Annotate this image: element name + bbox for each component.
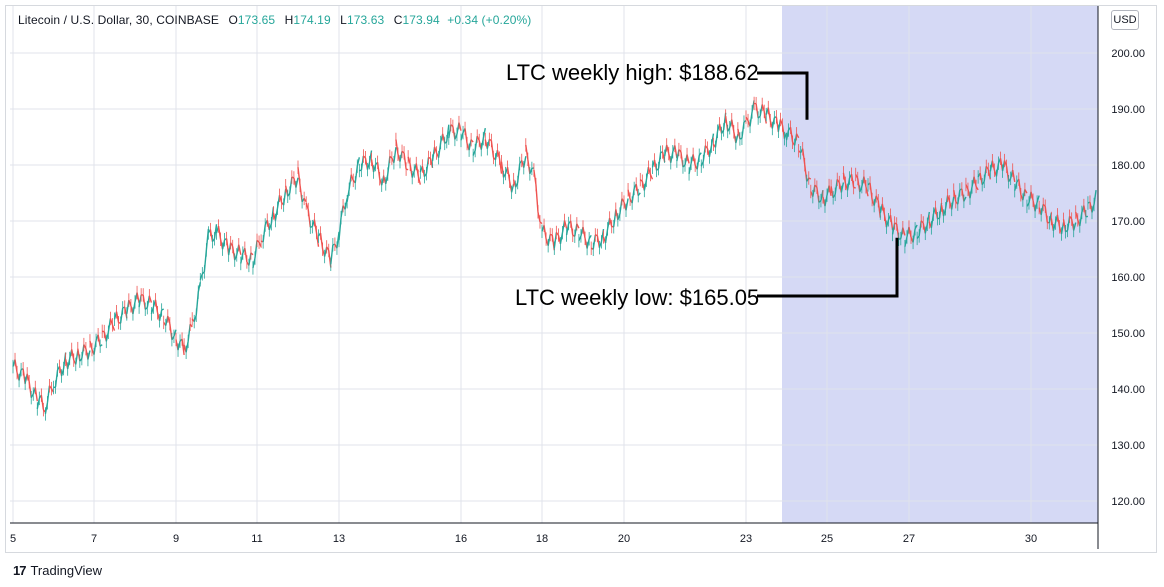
open-value: 173.65 (237, 13, 276, 27)
weekly-low-annotation: LTC weekly low: $165.05 (515, 285, 760, 310)
weekly-high-annotation: LTC weekly high: $188.62 (506, 60, 759, 85)
time-tick-label: 18 (536, 533, 548, 545)
high-label: H (284, 13, 294, 27)
tradingview-name: TradingView (30, 562, 103, 578)
time-tick-label: 23 (740, 533, 752, 545)
price-tick-label: 130.00 (1111, 440, 1145, 452)
weekly-high-leader (757, 71, 809, 120)
symbol-header: Litecoin / U.S. Dollar, 30, COINBASE O17… (18, 13, 531, 27)
price-tick-label: 170.00 (1111, 216, 1145, 228)
price-tick-label: 150.00 (1111, 328, 1145, 340)
high-value: 174.19 (293, 13, 331, 27)
weekly-low-leader (757, 237, 899, 298)
price-tick-label: 190.00 (1111, 104, 1145, 116)
price-tick-label: 140.00 (1111, 384, 1145, 396)
close-label: C (393, 13, 403, 27)
highlight-region (782, 6, 1098, 523)
time-tick-label: 7 (91, 533, 97, 545)
low-label: L (340, 13, 347, 27)
change-value: +0.34 (+0.20%) (447, 13, 532, 27)
time-tick-label: 9 (173, 533, 179, 545)
time-tick-label: 16 (455, 533, 467, 545)
time-tick-label: 11 (251, 533, 262, 545)
price-tick-label: 180.00 (1111, 160, 1145, 172)
time-tick-label: 30 (1025, 533, 1037, 545)
time-tick-label: 27 (903, 533, 915, 545)
close-value: 173.94 (402, 13, 440, 27)
time-tick-label: 20 (618, 533, 630, 545)
symbol-name: Litecoin / U.S. Dollar, 30, COINBASE (18, 13, 220, 27)
price-tick-label: 160.00 (1111, 272, 1145, 284)
currency-button[interactable]: USD (1111, 10, 1139, 30)
low-value: 173.63 (346, 13, 385, 27)
time-tick-label: 5 (10, 533, 16, 545)
time-tick-label: 13 (333, 533, 345, 545)
price-tick-label: 200.00 (1111, 48, 1145, 60)
price-tick-label: 120.00 (1111, 496, 1145, 508)
tradingview-brand[interactable]: 17 TradingView (13, 561, 102, 579)
tradingview-logo-icon: 17 (13, 562, 27, 578)
open-label: O (228, 13, 238, 27)
time-tick-label: 25 (821, 533, 833, 545)
